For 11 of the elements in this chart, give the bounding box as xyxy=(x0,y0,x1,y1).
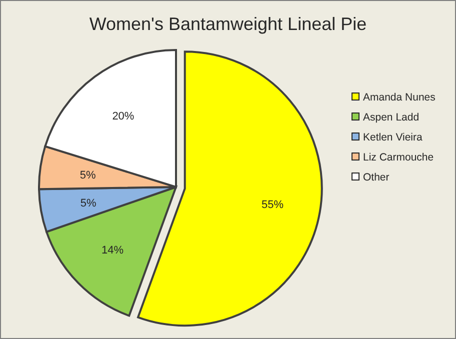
legend-label: Amanda Nunes xyxy=(363,92,436,104)
legend-label: Ketlen Vieira xyxy=(363,132,423,144)
legend-label: Liz Carmouche xyxy=(363,152,434,164)
legend-label: Aspen Ladd xyxy=(363,112,420,124)
data-label: 20% xyxy=(112,110,134,122)
legend-label: Other xyxy=(363,172,390,184)
chart-title: Women's Bantamweight Lineal Pie xyxy=(89,14,367,34)
data-label: 5% xyxy=(80,197,96,210)
data-label: 55% xyxy=(262,199,284,212)
data-label: 14% xyxy=(102,244,124,256)
data-label: 5% xyxy=(80,169,96,182)
